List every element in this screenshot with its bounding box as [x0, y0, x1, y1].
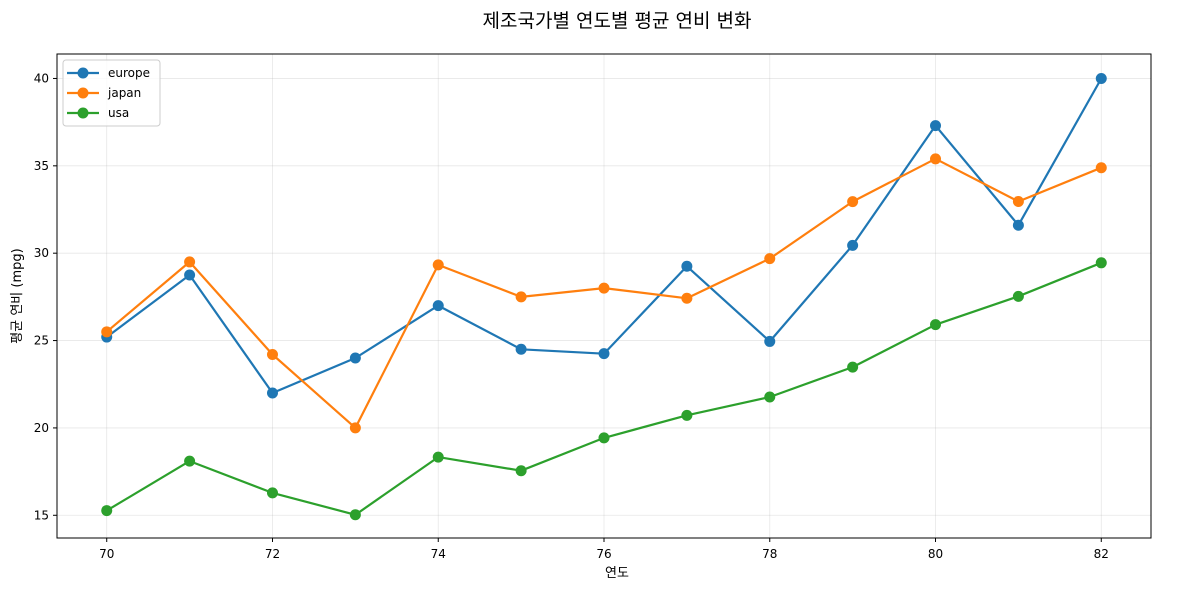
data-point-usa — [432, 451, 444, 463]
data-point-japan — [184, 256, 196, 268]
data-point-usa — [1095, 257, 1107, 269]
data-point-europe — [1095, 72, 1107, 84]
data-point-europe — [1012, 219, 1024, 231]
data-point-japan — [432, 259, 444, 271]
legend-marker — [77, 87, 89, 99]
data-point-europe — [432, 300, 444, 312]
data-point-europe — [349, 352, 361, 364]
y-axis: 15 20 25 30 35 40 — [34, 71, 57, 522]
legend: europe japan usa — [62, 59, 161, 127]
data-point-europe — [184, 269, 196, 281]
data-point-japan — [266, 349, 278, 361]
data-point-japan — [1012, 195, 1024, 207]
data-point-usa — [598, 432, 610, 444]
x-tick-label: 78 — [762, 547, 777, 561]
x-tick-label: 76 — [596, 547, 611, 561]
data-point-usa — [1012, 290, 1024, 302]
legend-item-japan: japan — [67, 86, 141, 100]
data-point-japan — [349, 422, 361, 434]
data-point-japan — [101, 326, 113, 338]
series-group — [101, 72, 1107, 521]
data-point-europe — [681, 260, 693, 272]
series-japan — [101, 153, 1107, 434]
legend-label: usa — [108, 106, 129, 120]
y-tick-label: 35 — [34, 159, 49, 173]
y-tick-label: 40 — [34, 71, 49, 85]
data-point-usa — [266, 487, 278, 499]
data-point-usa — [184, 455, 196, 467]
data-point-japan — [764, 253, 776, 265]
x-axis-label: 연도 — [605, 566, 629, 581]
legend-item-europe: europe — [67, 66, 150, 80]
data-point-usa — [101, 505, 113, 517]
grid — [57, 54, 1151, 538]
data-point-usa — [930, 319, 942, 331]
y-tick-label: 30 — [34, 246, 49, 260]
data-point-usa — [847, 361, 859, 373]
x-tick-label: 80 — [928, 547, 943, 561]
data-point-usa — [349, 509, 361, 521]
y-axis-label: 평균 연비 (mpg) — [10, 248, 25, 343]
legend-marker — [77, 67, 89, 79]
data-point-europe — [515, 343, 527, 355]
data-point-europe — [764, 335, 776, 347]
data-point-europe — [847, 239, 859, 251]
y-tick-label: 25 — [34, 334, 49, 348]
data-point-usa — [681, 409, 693, 421]
data-point-japan — [598, 282, 610, 294]
data-point-japan — [1095, 162, 1107, 174]
x-tick-label: 74 — [431, 547, 446, 561]
legend-item-usa: usa — [67, 106, 129, 120]
data-point-usa — [764, 391, 776, 403]
legend-marker — [77, 107, 89, 119]
x-tick-label: 70 — [99, 547, 114, 561]
x-tick-label: 82 — [1094, 547, 1109, 561]
data-point-japan — [681, 292, 693, 304]
data-point-europe — [930, 120, 942, 132]
x-tick-label: 72 — [265, 547, 280, 561]
data-point-japan — [515, 291, 527, 303]
data-point-japan — [930, 153, 942, 165]
data-point-europe — [266, 387, 278, 399]
legend-box — [62, 59, 161, 127]
data-point-europe — [598, 348, 610, 360]
legend-label: europe — [108, 66, 150, 80]
x-axis: 70 72 74 76 78 80 82 — [99, 538, 1109, 561]
y-tick-label: 15 — [34, 508, 49, 522]
y-tick-label: 20 — [34, 421, 49, 435]
data-point-usa — [515, 465, 527, 477]
data-point-japan — [847, 196, 859, 208]
chart-title: 제조국가별 연도별 평균 연비 변화 — [483, 10, 752, 32]
legend-label: japan — [107, 86, 141, 100]
series-usa — [101, 257, 1107, 521]
